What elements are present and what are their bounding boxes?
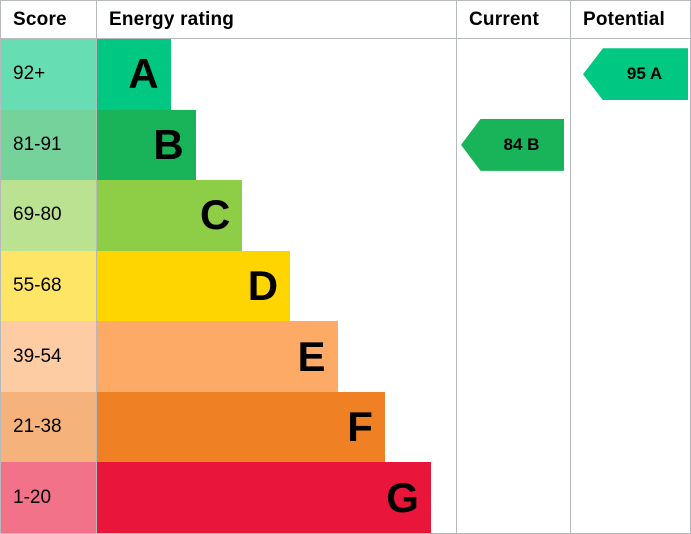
- band-letter-a: A: [128, 50, 159, 98]
- current-cell-e: [456, 321, 570, 392]
- band-score-g: 1-20: [1, 462, 96, 534]
- band-row-a: 92+ A 95 A: [1, 39, 690, 110]
- band-bar-cell-a: A: [96, 39, 456, 110]
- band-bar-cell-g: G: [96, 462, 456, 534]
- band-score-e: 39-54: [1, 321, 96, 392]
- band-row-f: 21-38 F: [1, 391, 690, 463]
- band-bar-a: A: [97, 39, 171, 110]
- band-row-e: 39-54 E: [1, 321, 690, 392]
- header-potential: Potential: [570, 1, 690, 38]
- band-letter-b: B: [153, 120, 184, 168]
- potential-cell-a: 95 A: [570, 39, 690, 110]
- band-bar-g: G: [97, 462, 431, 534]
- band-row-c: 69-80 C: [1, 180, 690, 251]
- current-cell-a: [456, 39, 570, 110]
- potential-cell-d: [570, 250, 690, 322]
- current-cell-d: [456, 250, 570, 322]
- potential-cell-c: [570, 180, 690, 251]
- potential-rating-label: 95 A: [626, 64, 663, 84]
- band-bar-e: E: [97, 321, 338, 392]
- band-letter-f: F: [347, 403, 373, 451]
- band-bar-c: C: [97, 180, 243, 251]
- current-cell-g: [456, 462, 570, 534]
- band-score-a: 92+: [1, 39, 96, 110]
- band-bar-cell-d: D: [96, 250, 456, 322]
- band-score-c: 69-80: [1, 180, 96, 251]
- potential-cell-e: [570, 321, 690, 392]
- header-current: Current: [456, 1, 570, 38]
- band-bar-cell-f: F: [96, 391, 456, 463]
- header-score: Score: [13, 8, 67, 30]
- band-row-g: 1-20 G: [1, 462, 690, 534]
- band-row-b: 81-91 B 84 B: [1, 109, 690, 181]
- current-cell-c: [456, 180, 570, 251]
- band-score-b: 81-91: [1, 109, 96, 181]
- current-rating-label: 84 B: [503, 134, 540, 154]
- band-bar-cell-b: B: [96, 109, 456, 181]
- chart-header-row: Score Energy rating Current Potential: [1, 1, 690, 39]
- band-bar-cell-c: C: [96, 180, 456, 251]
- band-bar-cell-e: E: [96, 321, 456, 392]
- band-bar-f: F: [97, 391, 385, 463]
- current-cell-f: [456, 391, 570, 463]
- band-bar-d: D: [97, 250, 291, 322]
- band-letter-d: D: [247, 262, 279, 310]
- band-letter-e: E: [297, 332, 326, 380]
- potential-cell-b: [570, 109, 690, 181]
- band-letter-c: C: [200, 191, 231, 239]
- header-energy-rating: Energy rating: [96, 1, 456, 38]
- potential-cell-g: [570, 462, 690, 534]
- band-bar-b: B: [97, 109, 196, 181]
- current-rating-arrow: 84 B: [461, 118, 564, 171]
- current-cell-b: 84 B: [456, 109, 570, 181]
- band-score-d: 55-68: [1, 250, 96, 322]
- band-letter-g: G: [386, 473, 419, 521]
- band-score-f: 21-38: [1, 391, 96, 463]
- band-row-d: 55-68 D: [1, 250, 690, 322]
- potential-cell-f: [570, 391, 690, 463]
- potential-rating-arrow: 95 A: [583, 48, 688, 101]
